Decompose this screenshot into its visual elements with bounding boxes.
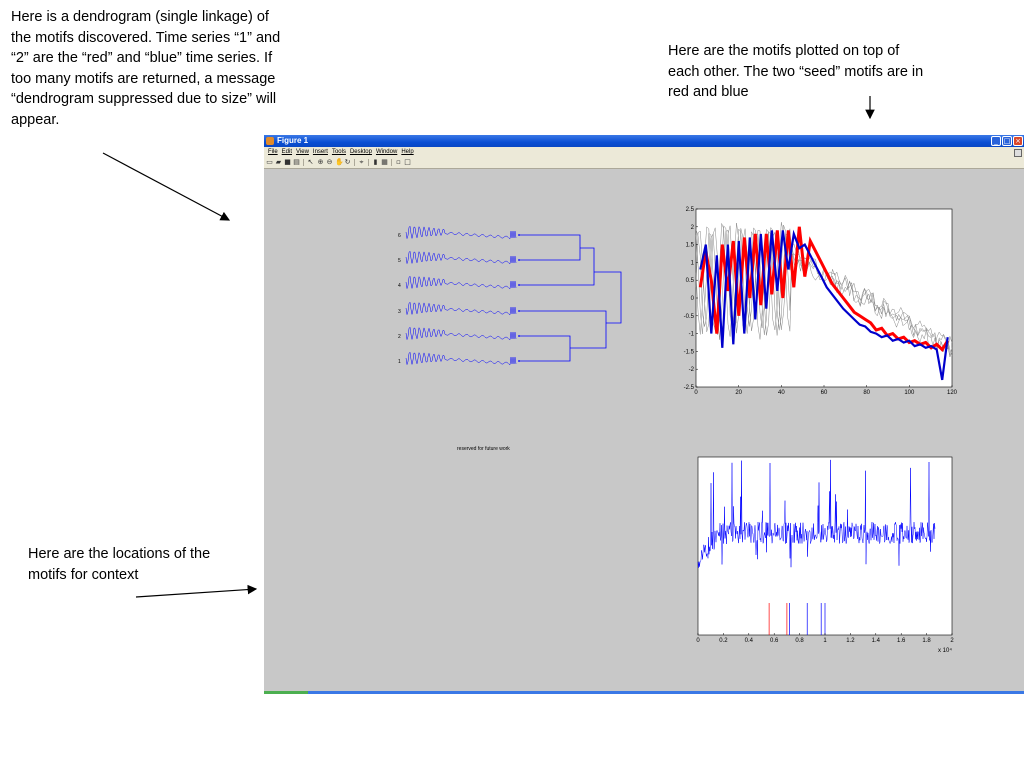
menu-view[interactable]: View — [296, 149, 309, 155]
motif-y-tick-label: -0.5 — [684, 314, 695, 320]
motif-y-tick-label: 2 — [691, 225, 695, 231]
callout-locations: Here are the locations of the motifs for… — [28, 546, 211, 583]
data-cursor-icon[interactable]: ⌖ — [359, 158, 364, 166]
dendrogram-leaf-motif — [405, 275, 517, 290]
motif-y-tick-label: 1 — [691, 260, 695, 266]
menu-bar: File Edit View Insert Tools Desktop Window Help — [264, 147, 1024, 157]
taskbar-strip — [264, 691, 1024, 694]
dendrogram-leaf-motif — [405, 301, 517, 316]
matlab-figure-window: Figure 1 _ □ × File Edit View Insert Tools De… — [264, 135, 1024, 694]
reserved-text: reserved for future work — [457, 446, 510, 452]
location-signal-series — [697, 459, 936, 568]
minimize-button[interactable]: _ — [991, 136, 1001, 146]
dendrogram-link — [519, 335, 571, 362]
location-x-tick-label: 0.8 — [795, 638, 804, 644]
colorbar-icon[interactable]: ▮ — [373, 158, 378, 166]
window-title: Figure 1 — [277, 136, 309, 145]
dock-button[interactable] — [1014, 149, 1022, 157]
matlab-icon — [266, 137, 274, 145]
hide-plot-tools-icon[interactable]: ▫ — [396, 158, 401, 166]
close-button[interactable]: × — [1013, 136, 1023, 146]
dendrogram-link — [519, 310, 607, 349]
dendrogram-leaf-motif — [405, 351, 517, 366]
motif-seed-series-blue — [699, 229, 949, 381]
rotate-icon[interactable]: ↻ — [344, 158, 351, 166]
motif-x-tick-label: 60 — [821, 390, 828, 395]
menu-tools[interactable]: Tools — [331, 149, 346, 155]
motif-axes-area — [695, 208, 953, 388]
dendrogram-leaf-label: 2 — [398, 334, 401, 340]
motif-y-tick-label: -2.5 — [684, 385, 695, 391]
dendrogram-leaf-label: 5 — [398, 258, 401, 264]
location-x-tick-label: 1.6 — [897, 638, 906, 644]
location-x-tick-label: 1.4 — [872, 638, 881, 644]
show-plot-tools-icon[interactable]: □ — [404, 158, 411, 166]
dendrogram-leaf-label: 6 — [398, 233, 401, 239]
motif-y-tick-label: 0 — [691, 296, 695, 302]
location-x-tick-label: 2 — [950, 638, 954, 644]
menu-insert[interactable]: Insert — [312, 149, 328, 155]
save-icon[interactable]: ■ — [284, 158, 291, 166]
motif-y-tick-label: -1 — [689, 332, 695, 338]
open-file-icon[interactable]: ▰ — [275, 158, 282, 166]
menu-edit[interactable]: Edit — [281, 149, 293, 155]
pan-icon[interactable]: ✋ — [335, 158, 344, 166]
window-titlebar[interactable]: Figure 1 _ □ × — [264, 135, 1024, 147]
motif-x-tick-label: 0 — [694, 390, 698, 395]
menu-window[interactable]: Window — [375, 149, 398, 155]
motif-y-tick-label: 1.5 — [686, 243, 695, 249]
motif-overlay-plot: 0 20 40 60 80 100 120 2.5 2 1.5 1 0.5 0 -0.5 -1 -1.5 -2 -… — [684, 207, 958, 395]
motif-x-tick-label: 20 — [735, 390, 742, 395]
location-x-tick-label: 0.4 — [745, 638, 754, 644]
dendrogram-leaf-label: 1 — [398, 359, 401, 365]
motif-x-tick-label: 80 — [863, 390, 870, 395]
location-x-tick-label: 1 — [823, 638, 827, 644]
dendrogram-plot: 6 5 4 3 2 1 — [398, 225, 622, 366]
arrow-to-dendrogram — [102, 152, 231, 221]
motif-y-tick-label: 2.5 — [686, 207, 695, 213]
dendrogram-link — [519, 234, 581, 261]
dendrogram-leaf-motif — [405, 250, 517, 265]
dendrogram-leaf-label: 3 — [398, 309, 401, 315]
callout-dendrogram: Here is a dendrogram (single linkage) of… — [11, 9, 281, 128]
menu-file[interactable]: File — [268, 149, 278, 155]
dendrogram-leaf-label: 4 — [398, 283, 401, 289]
zoom-out-icon[interactable]: ⊖ — [326, 158, 333, 166]
location-x-tick-label: 1.2 — [846, 638, 855, 644]
motif-locations-plot: 0 0.2 0.4 0.6 0.8 1 1.2 1.4 1.6 1.8 2 x 10⁴ — [696, 456, 954, 654]
menu-desktop[interactable]: Desktop — [349, 149, 372, 155]
dendrogram-link — [519, 247, 595, 286]
location-x-tick-label: 0 — [696, 638, 700, 644]
motif-gray-series — [695, 224, 953, 356]
legend-icon[interactable]: ▦ — [381, 158, 388, 166]
motif-x-tick-label: 40 — [778, 390, 785, 395]
location-x-multiplier: x 10⁴ — [938, 647, 952, 654]
dendrogram-link — [594, 271, 622, 324]
dendrogram-leaf-motif — [405, 326, 517, 341]
motif-x-tick-label: 100 — [904, 390, 915, 395]
callout-motifs: Here are the motifs plotted on top of ea… — [668, 43, 924, 100]
dendrogram-leaf-motif — [405, 225, 517, 240]
motif-y-tick-label: -2 — [689, 367, 695, 373]
motif-x-tick-label: 120 — [947, 390, 958, 395]
new-file-icon[interactable]: ▭ — [266, 158, 273, 166]
motif-y-tick-label: 0.5 — [686, 278, 695, 284]
print-icon[interactable]: ▤ — [293, 158, 300, 166]
zoom-in-icon[interactable]: ⊕ — [317, 158, 324, 166]
motif-y-tick-label: -1.5 — [684, 349, 695, 355]
location-x-tick-label: 0.2 — [719, 638, 728, 644]
location-x-tick-label: 0.6 — [770, 638, 779, 644]
menu-help[interactable]: Help — [401, 149, 414, 155]
maximize-button[interactable]: □ — [1002, 136, 1012, 146]
arrow-to-locations — [135, 584, 258, 598]
figure-toolbar: ▭ ▰ ■ ▤ ↖ ⊕ ⊖ ✋ ↻ ⌖ ▮ ▦ ▫ □ — [264, 157, 1024, 169]
pointer-icon[interactable]: ↖ — [307, 158, 314, 166]
location-x-tick-label: 1.8 — [922, 638, 931, 644]
